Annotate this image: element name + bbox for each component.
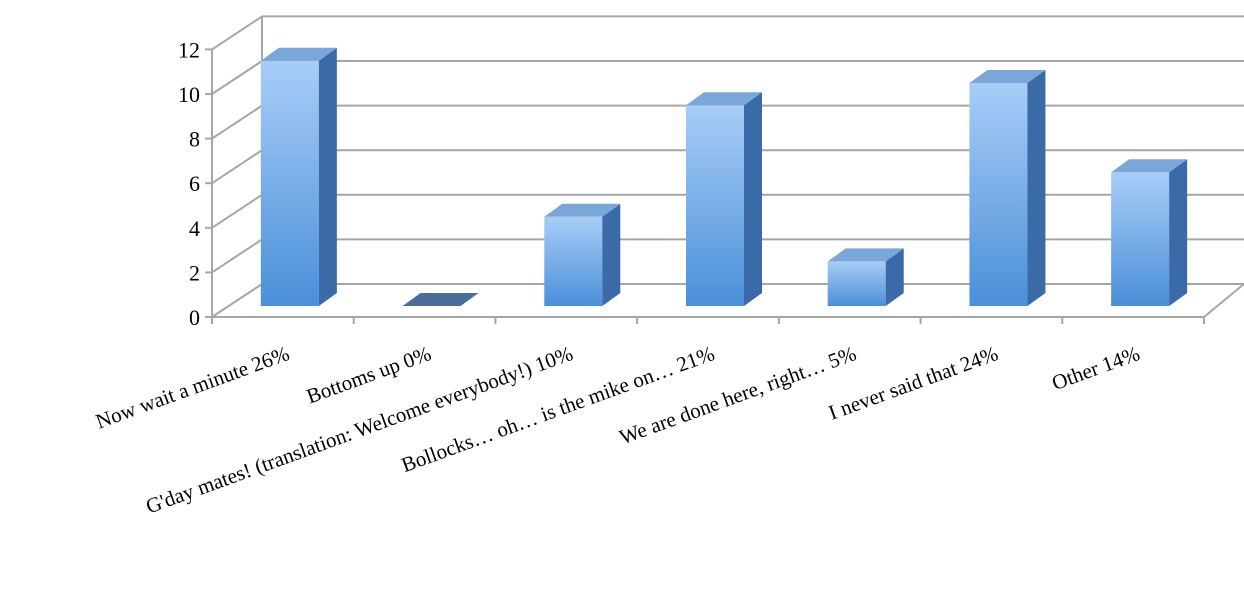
bar-top: [1111, 159, 1188, 173]
gridline-side: [211, 104, 263, 140]
bar: [686, 92, 762, 306]
gridline-side: [211, 149, 263, 185]
gridline-side: [211, 15, 263, 51]
bar-side: [318, 47, 337, 306]
bar-side: [1169, 159, 1188, 306]
x-axis-ticks: Now wait a minute 26% Bottoms up 0%G'day …: [93, 341, 1143, 518]
bar-side: [1027, 70, 1046, 306]
bar: [1111, 159, 1188, 306]
bar: [827, 248, 904, 306]
bar-front: [260, 60, 319, 307]
x-tick-label: Now wait a minute 26%: [93, 341, 293, 433]
bar-side: [602, 203, 621, 306]
y-tick-label: 4: [189, 216, 200, 241]
y-tick-label: 0: [189, 305, 200, 330]
bars: [260, 47, 1188, 307]
y-tick-label: 2: [189, 260, 200, 285]
x-tick-label: We are done here, right… 5%: [616, 341, 859, 449]
gridline-side: [211, 193, 263, 229]
bar: [544, 203, 621, 306]
bar-front: [827, 261, 886, 306]
y-tick-label: 10: [178, 82, 200, 107]
bar-top: [686, 92, 762, 106]
gridline-side: [211, 60, 263, 95]
bar-front: [969, 83, 1028, 306]
y-tick-label: 6: [189, 171, 200, 196]
y-tick-label: 12: [178, 37, 200, 62]
bar: [969, 70, 1046, 306]
bar-front: [1111, 172, 1170, 306]
bar-front: [544, 216, 603, 306]
bar-top: [969, 70, 1046, 83]
bar-top: [402, 293, 479, 306]
bar-side: [744, 92, 762, 306]
y-tick-label: 8: [189, 127, 200, 152]
x-tick-label: Other 14%: [1049, 341, 1143, 395]
bar: [260, 47, 337, 307]
gridline-side: [211, 283, 263, 318]
gridline-side: [211, 238, 263, 274]
bar: [402, 293, 479, 306]
bar-top: [260, 47, 337, 61]
bar-top: [827, 248, 904, 262]
bar-top: [544, 203, 621, 217]
bar-front: [686, 105, 744, 306]
floor-right-edge: [1203, 283, 1244, 318]
bar-side: [885, 248, 904, 306]
y-axis-ticks: 0 2 4 6 8 10 12: [178, 37, 200, 330]
